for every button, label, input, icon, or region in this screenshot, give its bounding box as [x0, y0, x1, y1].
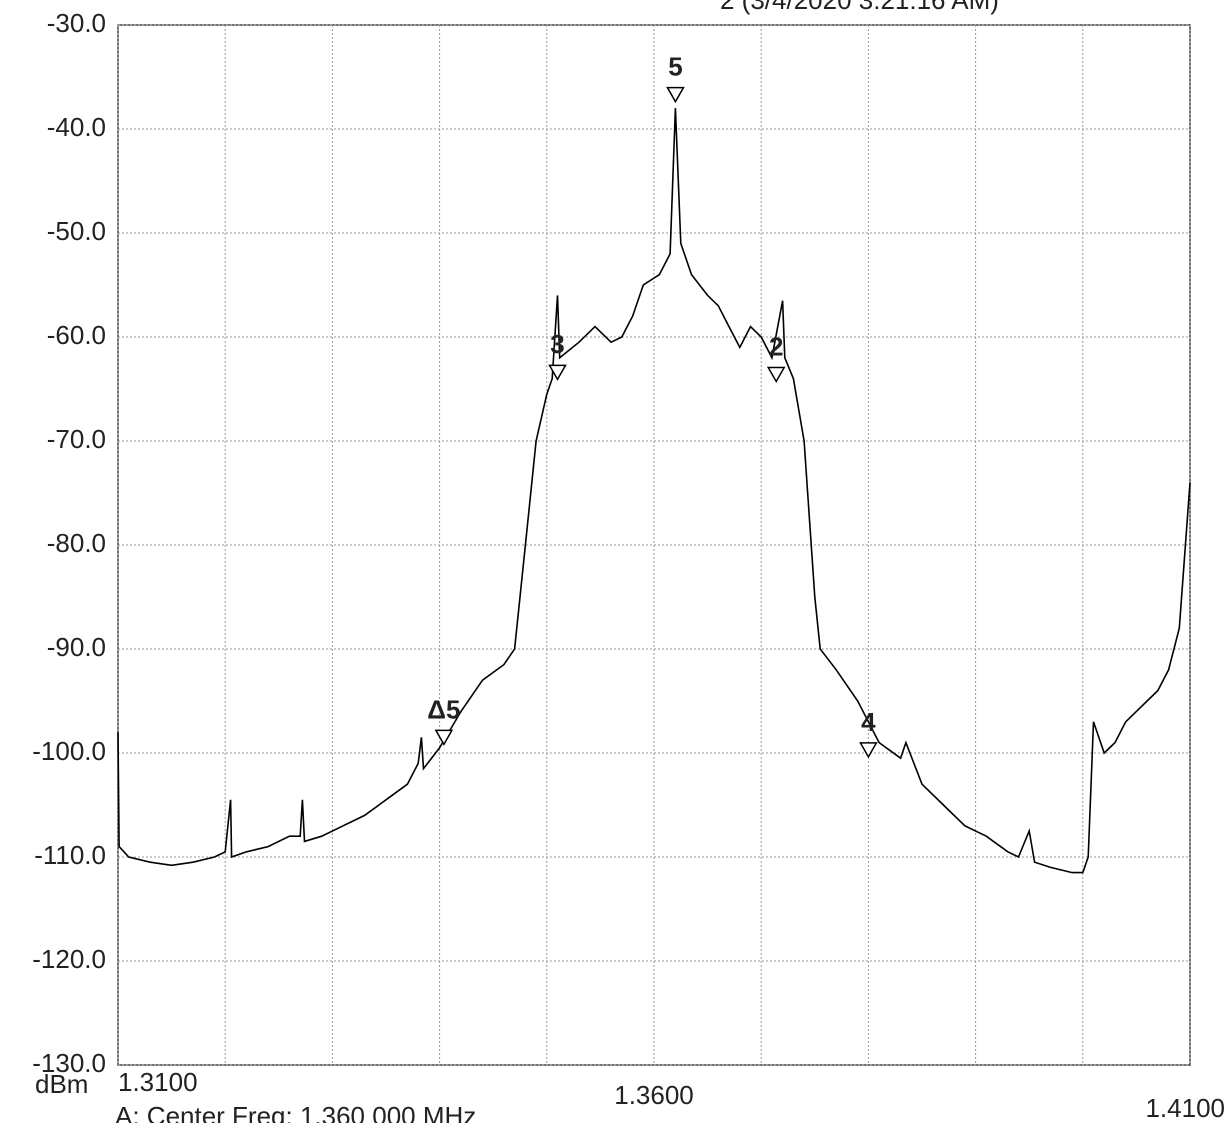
y-tick-label: -90.0 — [47, 632, 106, 662]
trace — [117, 108, 1191, 874]
marker-label: 3 — [550, 329, 564, 359]
y-tick-label: -80.0 — [47, 528, 106, 558]
y-tick-label: -70.0 — [47, 424, 106, 454]
footer: A: Center Freq: 1.360 000 MHz — [115, 1101, 476, 1123]
marker — [859, 742, 878, 759]
marker — [766, 366, 786, 383]
marker-label: Δ5 — [427, 694, 460, 724]
marker-label: 2 — [769, 331, 783, 361]
marker — [548, 364, 567, 381]
marker-label: 4 — [861, 707, 876, 737]
x-tick-label: 1.3100 — [118, 1067, 198, 1097]
y-tick-label: -100.0 — [32, 736, 106, 766]
y-tick-label: -50.0 — [47, 216, 106, 246]
y-tick-label: -130.0 — [32, 1048, 106, 1078]
marker-label: 5 — [668, 52, 682, 82]
y-unit: dBm — [35, 1069, 88, 1099]
y-tick-label: -40.0 — [47, 112, 106, 142]
chart-title: 2 (3/4/2020 3:21:16 AM) — [720, 0, 999, 15]
marker — [666, 86, 685, 104]
y-tick-label: -60.0 — [47, 320, 106, 350]
marker — [434, 729, 454, 746]
y-tick-label: -120.0 — [32, 944, 106, 974]
x-tick-label: 1.3600 — [614, 1080, 694, 1110]
x-tick-label: 1.4100 — [1145, 1093, 1225, 1123]
y-tick-label: -110.0 — [34, 840, 106, 870]
y-tick-label: -30.0 — [47, 8, 106, 38]
